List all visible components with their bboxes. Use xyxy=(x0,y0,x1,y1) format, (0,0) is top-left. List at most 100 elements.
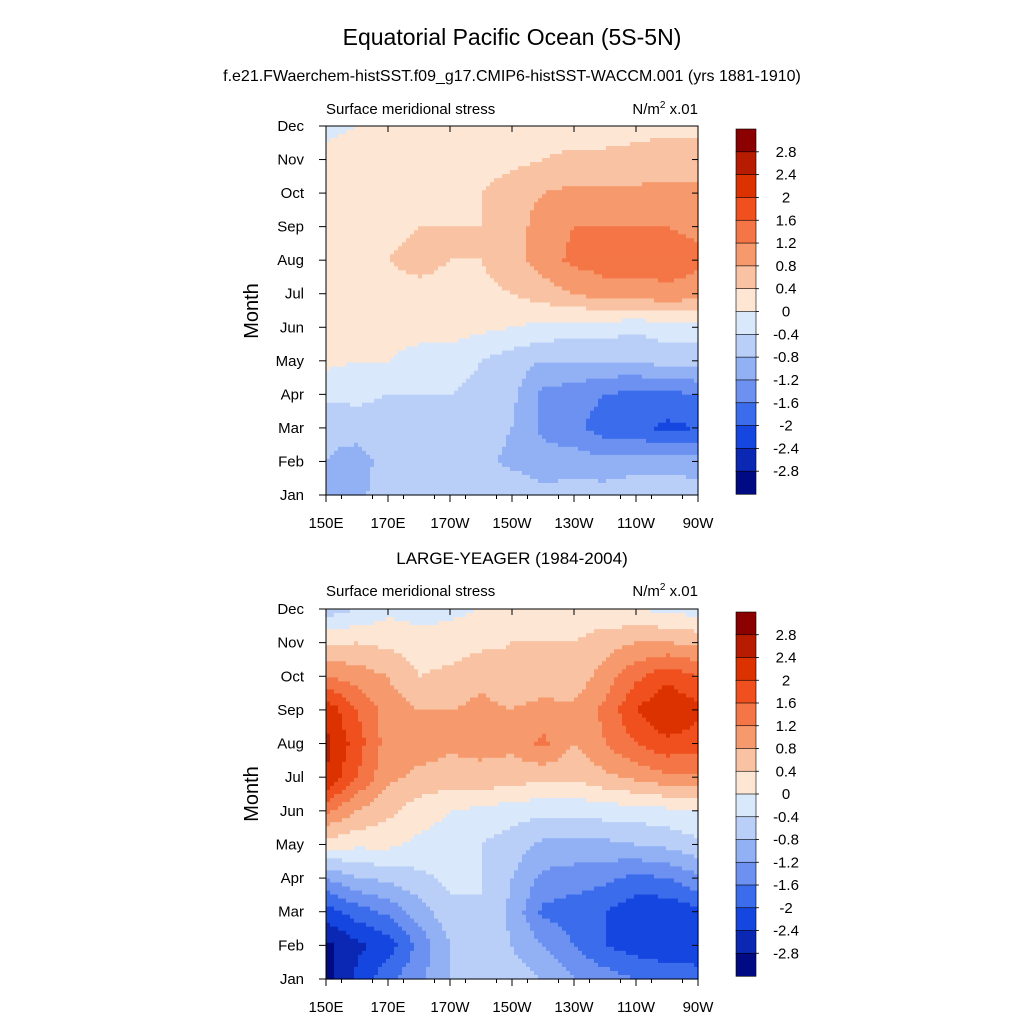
contour-cell xyxy=(506,254,511,259)
contour-cell xyxy=(494,170,499,175)
contour-cell xyxy=(630,274,635,280)
contour-cell xyxy=(490,242,495,247)
contour-cell xyxy=(518,330,523,336)
contour-cell xyxy=(326,302,331,308)
contour-cell xyxy=(538,258,543,263)
contour-cell xyxy=(626,230,631,235)
contour-cell xyxy=(462,182,467,187)
contour-cell xyxy=(638,254,643,259)
contour-cell xyxy=(458,302,463,308)
contour-cell xyxy=(326,142,331,147)
contour-cell xyxy=(678,126,683,131)
contour-cell xyxy=(330,322,335,328)
contour-cell xyxy=(514,138,519,143)
contour-cell xyxy=(366,274,371,280)
contour-cell xyxy=(562,310,567,316)
contour-cell xyxy=(450,210,455,215)
contour-cell xyxy=(626,178,631,183)
contour-cell xyxy=(366,202,371,207)
contour-cell xyxy=(490,186,495,191)
contour-cell xyxy=(506,326,511,332)
contour-cell xyxy=(486,290,491,296)
contour-cell xyxy=(438,150,443,155)
contour-cell xyxy=(570,210,575,215)
contour-cell xyxy=(610,146,615,151)
contour-cell xyxy=(478,130,483,135)
contour-cell xyxy=(418,134,423,139)
contour-cell xyxy=(626,302,631,308)
contour-cell xyxy=(458,298,463,304)
contour-cell xyxy=(498,242,503,247)
contour-cell xyxy=(502,198,507,203)
contour-cell xyxy=(474,230,479,235)
contour-cell xyxy=(566,222,571,227)
contour-cell xyxy=(502,234,507,239)
contour-cell xyxy=(606,234,611,239)
contour-cell xyxy=(646,170,651,175)
contour-cell xyxy=(678,330,683,336)
contour-cell xyxy=(430,222,435,227)
contour-cell xyxy=(578,266,583,271)
contour-cell xyxy=(578,126,583,131)
contour-cell xyxy=(574,306,579,312)
contour-cell xyxy=(538,254,543,259)
contour-cell xyxy=(618,254,623,259)
contour-cell xyxy=(546,322,551,328)
contour-cell xyxy=(674,286,679,292)
contour-cell xyxy=(610,258,615,263)
contour-cell xyxy=(550,222,555,227)
contour-cell xyxy=(490,214,495,219)
contour-cell xyxy=(494,286,499,292)
contour-cell xyxy=(630,186,635,191)
contour-cell xyxy=(502,170,507,175)
contour-cell xyxy=(682,182,687,187)
contour-cell xyxy=(474,266,479,271)
contour-cell xyxy=(690,322,695,328)
contour-cell xyxy=(462,202,467,207)
contour-cell xyxy=(510,322,515,328)
contour-cell xyxy=(586,286,591,292)
contour-cell xyxy=(398,254,403,259)
contour-cell xyxy=(642,170,647,175)
contour-cell xyxy=(578,286,583,292)
contour-cell xyxy=(390,286,395,292)
contour-cell xyxy=(470,226,475,231)
contour-cell xyxy=(366,154,371,159)
contour-cell xyxy=(510,258,515,263)
contour-cell xyxy=(498,178,503,183)
contour-cell xyxy=(634,162,639,167)
contour-cell xyxy=(558,334,563,340)
contour-cell xyxy=(610,210,615,215)
contour-cell xyxy=(394,238,399,243)
contour-cell xyxy=(374,170,379,175)
contour-cell xyxy=(350,266,355,271)
contour-cell xyxy=(626,138,631,143)
contour-cell xyxy=(442,146,447,151)
contour-cell xyxy=(674,218,679,223)
contour-cell xyxy=(422,178,427,183)
contour-cell xyxy=(442,246,447,251)
contour-cell xyxy=(370,318,375,324)
contour-cell xyxy=(650,302,655,308)
contour-cell xyxy=(446,154,451,159)
contour-cell xyxy=(374,174,379,179)
contour-cell xyxy=(686,174,691,179)
contour-cell xyxy=(358,162,363,167)
contour-cell xyxy=(334,186,339,191)
contour-cell xyxy=(518,198,523,203)
contour-cell xyxy=(606,290,611,296)
contour-cell xyxy=(530,190,535,195)
contour-cell xyxy=(378,314,383,320)
contour-cell xyxy=(686,334,691,340)
contour-cell xyxy=(686,298,691,304)
contour-cell xyxy=(350,146,355,151)
contour-cell xyxy=(454,126,459,131)
contour-cell xyxy=(402,302,407,308)
contour-cell xyxy=(418,314,423,320)
contour-cell xyxy=(574,310,579,316)
contour-cell xyxy=(502,270,507,275)
contour-cell xyxy=(546,150,551,155)
contour-cell xyxy=(398,138,403,143)
contour-cell xyxy=(694,290,699,296)
contour-cell xyxy=(502,262,507,267)
